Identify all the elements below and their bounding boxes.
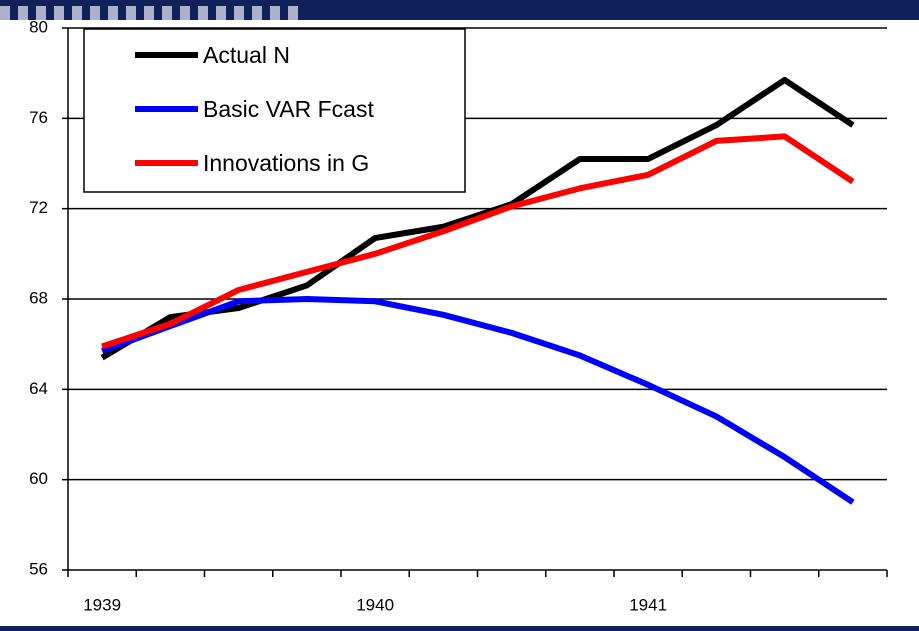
y-tick-label: 68 <box>29 288 48 307</box>
x-tick-label: 1940 <box>356 595 394 614</box>
y-tick-label: 80 <box>29 17 48 36</box>
series-line <box>100 76 855 361</box>
bottom-banner <box>0 626 919 631</box>
y-tick-label: 72 <box>29 198 48 217</box>
series-line <box>101 133 855 350</box>
legend-label: Basic VAR Fcast <box>203 96 374 122</box>
series-line <box>101 296 855 505</box>
x-tick-label: 1939 <box>83 595 121 614</box>
y-tick-label: 56 <box>29 559 48 578</box>
banner-pattern <box>0 6 300 20</box>
x-tick-label: 1941 <box>629 595 667 614</box>
y-tick-label: 60 <box>29 469 48 488</box>
legend-label: Innovations in G <box>203 150 369 176</box>
y-tick-label: 76 <box>29 108 48 127</box>
y-tick-label: 64 <box>29 379 48 398</box>
legend-label: Actual N <box>203 42 290 68</box>
